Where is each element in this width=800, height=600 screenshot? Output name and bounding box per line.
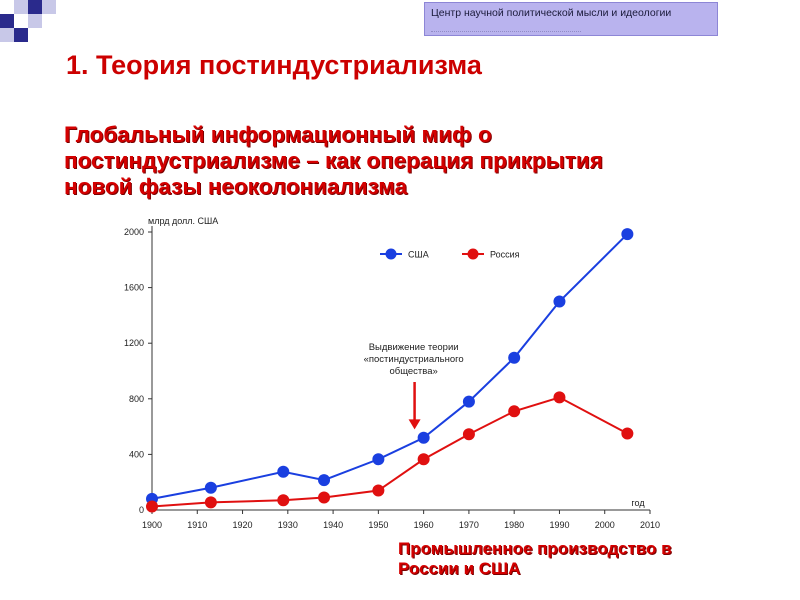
- data-point: [553, 295, 566, 308]
- data-point: [417, 453, 430, 466]
- deco-square: [0, 0, 14, 14]
- deco-square: [0, 14, 14, 28]
- annotation-text: «постиндустриального: [364, 354, 464, 365]
- data-point: [204, 481, 217, 494]
- x-tick-label: 2010: [640, 520, 660, 530]
- data-point: [553, 391, 566, 404]
- x-tick-label: 1930: [278, 520, 298, 530]
- data-point: [277, 494, 290, 507]
- slide-title: 1. Теория постиндустриализма: [66, 50, 482, 80]
- x-tick-label: 1970: [459, 520, 479, 530]
- data-point: [621, 228, 634, 241]
- legend-marker: [467, 248, 479, 260]
- data-point: [417, 431, 430, 444]
- deco-square: [14, 14, 28, 28]
- x-tick-label: 2000: [595, 520, 615, 530]
- annotation-arrowhead: [408, 419, 421, 430]
- legend-label: США: [408, 250, 429, 260]
- header-divider: [431, 27, 581, 32]
- y-tick-label: 800: [129, 394, 144, 404]
- x-tick-label: 1990: [549, 520, 569, 530]
- subtitle-line: новой фазы неоколониализма: [64, 174, 408, 199]
- x-tick-label: 1910: [187, 520, 207, 530]
- x-tick-label: 1900: [142, 520, 162, 530]
- deco-square: [0, 28, 14, 42]
- series-line-usa: [151, 233, 629, 500]
- annotation-text: Выдвижение теории: [369, 342, 459, 353]
- y-tick-label: 1600: [124, 283, 144, 293]
- x-tick-label: 1920: [233, 520, 253, 530]
- data-point: [204, 496, 217, 509]
- header-banner: Центр научной политической мысли и идеол…: [424, 2, 718, 36]
- x-axis-label: год: [631, 498, 645, 508]
- x-tick-label: 1940: [323, 520, 343, 530]
- deco-square: [14, 28, 28, 42]
- y-tick-label: 400: [129, 449, 144, 459]
- data-point: [318, 491, 331, 504]
- deco-square: [42, 0, 56, 14]
- y-tick-label: 2000: [124, 227, 144, 237]
- y-axis-label: млрд долл. США: [148, 216, 218, 226]
- data-point: [372, 484, 385, 497]
- annotation-text: общества»: [389, 366, 437, 377]
- data-point: [462, 395, 475, 408]
- data-point: [146, 500, 158, 513]
- caption-line: Промышленное производство в: [398, 539, 672, 558]
- data-point: [318, 474, 331, 487]
- data-point: [277, 465, 290, 478]
- data-point: [372, 453, 385, 466]
- y-tick-label: 1200: [124, 338, 144, 348]
- data-point: [462, 428, 475, 441]
- deco-square: [28, 28, 42, 42]
- slide-subtitle: Глобальный информационный миф о постинду…: [64, 122, 704, 200]
- x-tick-label: 1960: [414, 520, 434, 530]
- chart-caption: Промышленное производство в России и США: [398, 539, 738, 579]
- header-text: Центр научной политической мысли и идеол…: [431, 7, 672, 19]
- subtitle-line: постиндустриализме – как операция прикры…: [64, 148, 603, 173]
- deco-square: [28, 0, 42, 14]
- subtitle-line: Глобальный информационный миф о: [64, 122, 492, 147]
- caption-line: России и США: [398, 559, 521, 578]
- legend-label: Россия: [490, 250, 520, 260]
- data-point: [621, 427, 634, 440]
- x-tick-label: 1980: [504, 520, 524, 530]
- deco-square: [14, 0, 28, 14]
- data-point: [508, 405, 521, 418]
- y-tick-label: 0: [139, 505, 144, 515]
- data-point: [508, 351, 521, 364]
- x-tick-label: 1950: [368, 520, 388, 530]
- legend-marker: [385, 248, 397, 260]
- series-line-russia: [151, 396, 628, 508]
- deco-square: [28, 14, 42, 28]
